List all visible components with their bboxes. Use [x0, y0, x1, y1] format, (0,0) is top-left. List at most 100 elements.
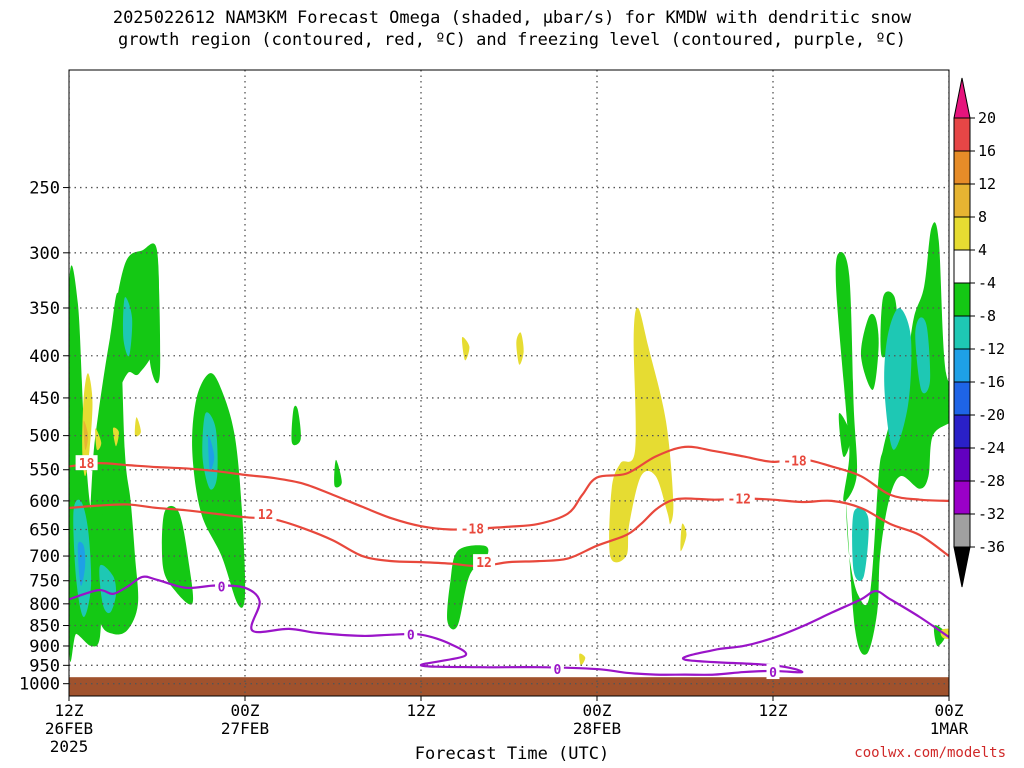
x-axis-title: Forecast Time (UTC): [414, 744, 610, 764]
contour-label-bg-6: [215, 578, 229, 594]
y-tick-label-650: 650: [29, 521, 60, 541]
contour-label-2: -18: [461, 522, 485, 537]
contour-label-bg-4: [723, 490, 755, 506]
y-tick-label-800: 800: [29, 595, 60, 615]
omega-region-7: [161, 505, 194, 605]
chart-title-line-2: growth region (contoured, red, ºC) and f…: [117, 30, 907, 50]
x-tick-label-24-0: 12Z: [407, 701, 436, 720]
y-tick-label-1000: 1000: [19, 675, 60, 695]
colorbar-bin-12: [953, 480, 971, 515]
omega-region-36: [579, 653, 586, 666]
x-tick-label-36-1: 28FEB: [573, 719, 621, 738]
colorbar-top-triangle: [953, 77, 971, 119]
colorbar-bottom-triangle: [953, 546, 971, 588]
omega-region-10: [447, 545, 489, 630]
y-tick-label-450: 450: [29, 389, 60, 409]
x-tick-label-12-1: 27FEB: [221, 719, 269, 738]
contour-label-bg-2: [456, 520, 488, 536]
y-tick-label-550: 550: [29, 461, 60, 481]
omega-region-17: [291, 405, 301, 446]
contour-label-8: 0: [553, 663, 561, 678]
colorbar-bin-10: [953, 414, 971, 449]
x-tick-label-48-0: 12Z: [759, 701, 788, 720]
colorbar-tick-label-0: 20: [978, 109, 996, 127]
contour-label-bg-8: [550, 661, 564, 677]
plot-frame: [68, 69, 950, 697]
contour-label-6: 0: [218, 580, 226, 595]
omega-region-9: [223, 420, 234, 464]
y-tick-label-500: 500: [29, 427, 60, 447]
colorbar-bin-5: [953, 249, 971, 284]
colorbar-tick-label-7: -12: [978, 340, 1005, 358]
colorbar-bin-13: [953, 513, 971, 548]
x-tick-label-60-0: 00Z: [935, 701, 964, 720]
omega-region-8: [192, 373, 246, 608]
y-tick-label-950: 950: [29, 656, 60, 676]
y-tick-label-300: 300: [29, 244, 60, 264]
colorbar-tick-label-8: -16: [978, 373, 1005, 391]
omega-region-26: [77, 541, 86, 586]
colorbar-bin-2: [953, 150, 971, 185]
y-tick-label-400: 400: [29, 347, 60, 367]
x-tick-label-0-1: 26FEB: [45, 719, 93, 738]
y-tick-label-700: 700: [29, 547, 60, 567]
colorbar-tick-label-6: -8: [978, 307, 996, 325]
x-tick-label-0-0: 12Z: [55, 701, 84, 720]
colorbar-bin-7: [953, 315, 971, 350]
y-tick-label-250: 250: [29, 179, 60, 199]
omega-region-28: [82, 373, 93, 477]
omega-region-6: [111, 507, 123, 560]
omega-region-20: [99, 564, 117, 614]
colorbar-tick-label-10: -24: [978, 439, 1005, 457]
colorbar-bin-9: [953, 381, 971, 416]
colorbar-tick-label-5: -4: [978, 274, 996, 292]
colorbar-tick-label-4: 4: [978, 241, 987, 259]
freezing-level-contour-2: [69, 575, 949, 676]
colorbar-bin-11: [953, 447, 971, 482]
omega-region-4: [146, 251, 161, 384]
colorbar-bin-3: [953, 183, 971, 218]
omega-region-33: [516, 332, 524, 365]
x-tick-label-12-0: 00Z: [231, 701, 260, 720]
colorbar-tick-label-11: -28: [978, 472, 1005, 490]
contour-label-bg-1: [254, 505, 277, 521]
dendritic-contour-1: [69, 497, 949, 568]
colorbar-bin-8: [953, 348, 971, 383]
contour-label-0: 18: [79, 457, 95, 472]
contour-label-7: 0: [407, 629, 415, 644]
y-tick-label-900: 900: [29, 637, 60, 657]
omega-region-2: [95, 511, 108, 557]
omega-region-29: [95, 428, 102, 451]
colorbar-tick-label-13: -36: [978, 538, 1005, 556]
omega-region-30: [112, 427, 119, 447]
omega-region-32: [461, 337, 470, 361]
y-tick-label-350: 350: [29, 299, 60, 319]
y-tick-label-750: 750: [29, 572, 60, 592]
chart-title-line-1: 2025022612 NAM3KM Forecast Omega (shaded…: [112, 8, 912, 28]
omega-region-35: [680, 523, 687, 552]
contour-label-bg-0: [75, 455, 98, 471]
omega-region-27: [208, 435, 215, 471]
y-tick-label-600: 600: [29, 492, 60, 512]
omega-region-3: [112, 243, 160, 438]
colorbar-tick-label-2: 12: [978, 175, 996, 193]
omega-region-14: [846, 222, 949, 655]
colorbar-tick-label-9: -20: [978, 406, 1005, 424]
colorbar-bin-1: [953, 117, 971, 152]
colorbar-bin-4: [953, 216, 971, 251]
x-tick-label-36-0: 00Z: [583, 701, 612, 720]
contour-label-4: -12: [728, 492, 751, 507]
colorbar-tick-label-1: 16: [978, 142, 996, 160]
x-tick-label-60-1: 1MAR: [930, 719, 969, 738]
contour-label-9: 0: [769, 666, 777, 681]
contour-label-bg-5: [779, 452, 811, 468]
contour-label-1: 12: [258, 508, 274, 523]
plot-area: 18 12 -18 12 -12 -18 0 0 0 0: [69, 70, 949, 696]
omega-region-13: [860, 313, 879, 390]
contour-label-3: 12: [476, 556, 492, 571]
omega-region-24: [884, 307, 912, 450]
x-tick-label-0-2: 2025: [50, 737, 89, 756]
contour-label-bg-3: [473, 554, 496, 570]
omega-region-18: [334, 459, 342, 488]
omega-region-31: [134, 417, 141, 437]
